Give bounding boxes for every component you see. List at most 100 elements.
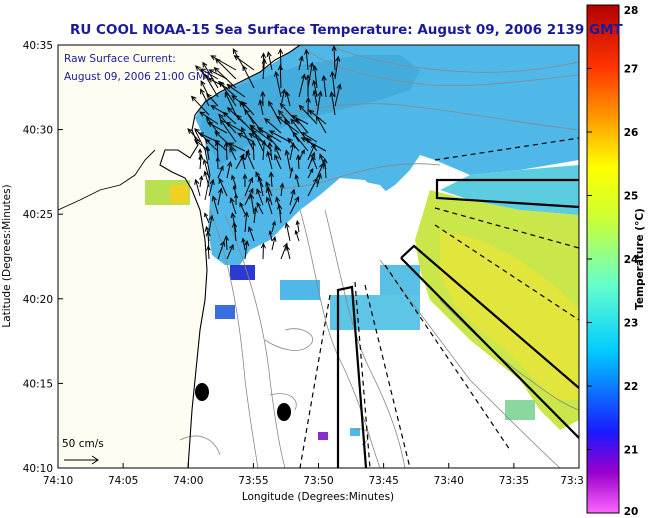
current-vector-head	[285, 91, 291, 98]
current-vector-head	[281, 88, 287, 95]
current-vector-head	[298, 55, 304, 62]
current-vector	[267, 151, 273, 170]
current-vector	[331, 71, 336, 98]
current-vector-head	[256, 201, 261, 208]
current-vector-head	[203, 73, 209, 80]
current-vector	[195, 65, 210, 80]
y-axis-label: Latitude (Degrees:Minutes)	[1, 184, 13, 327]
colorbar-tick-label: 21	[624, 445, 639, 457]
current-vector	[207, 122, 228, 134]
current-vector	[334, 84, 341, 107]
colorbar-tick-label: 26	[624, 127, 639, 139]
y-tick-label: 40:15	[23, 378, 53, 390]
x-tick-label: 73:45	[368, 475, 398, 487]
x-tick-label: 73:55	[238, 475, 268, 487]
current-vector	[233, 185, 237, 197]
current-vector-head	[266, 134, 273, 141]
current-vector-head	[242, 65, 248, 72]
current-vector	[237, 132, 255, 143]
current-vector-head	[231, 95, 238, 101]
current-vector-head	[219, 118, 226, 125]
current-vector-head	[214, 130, 221, 137]
inland-shoreline	[58, 149, 156, 211]
current-vector	[217, 241, 225, 260]
current-vector	[269, 142, 273, 161]
y-tick-label: 40:10	[23, 463, 53, 475]
current-vector	[226, 244, 234, 260]
current-vector-head	[261, 58, 267, 65]
current-vector	[212, 196, 219, 215]
current-vector-head	[234, 193, 239, 199]
current-vectors	[187, 45, 342, 260]
current-vector-head	[321, 74, 327, 81]
current-vector-head	[203, 170, 209, 177]
current-vector	[298, 74, 306, 98]
current-vector-head	[206, 122, 213, 128]
current-vector	[206, 93, 219, 107]
current-vector	[324, 158, 327, 179]
current-vector	[280, 243, 288, 260]
colorbar-tick-label: 22	[624, 381, 639, 393]
current-vector	[241, 127, 255, 152]
current-vector-head	[207, 77, 214, 83]
current-vector	[202, 62, 219, 89]
current-vector	[200, 89, 210, 107]
current-vector-head	[204, 225, 210, 232]
current-vector-head	[260, 90, 266, 97]
current-vector-head	[229, 197, 235, 204]
dashed-boundaries	[299, 137, 579, 468]
current-vector-head	[197, 132, 204, 138]
current-vector-head	[305, 96, 311, 103]
current-vector-head	[220, 240, 226, 247]
colorbar-ticks: 28 27 26 25 24 23 22 21 20	[587, 5, 638, 518]
current-vector-head	[211, 195, 217, 202]
current-vector	[285, 223, 291, 242]
current-vector-head	[279, 102, 286, 109]
current-vector	[244, 188, 254, 206]
current-vector-head	[219, 165, 224, 171]
y-tick-label: 40:20	[23, 294, 53, 306]
current-vector-head	[331, 45, 337, 52]
current-vector-head	[239, 201, 244, 208]
current-vector-head	[213, 66, 220, 73]
current-vector-head	[210, 55, 217, 61]
current-vector-head	[274, 145, 280, 152]
current-vector-head	[241, 101, 247, 107]
current-vector	[231, 175, 237, 188]
current-vector-head	[267, 141, 273, 148]
current-vector-head	[241, 237, 246, 243]
colorbar-tick-label: 28	[624, 5, 639, 17]
current-vector	[297, 155, 300, 170]
current-vector	[306, 138, 318, 152]
y-tick-label: 40:25	[23, 209, 53, 221]
current-vector-head	[247, 225, 253, 233]
current-vector-head	[210, 105, 217, 111]
current-vector-head	[227, 160, 233, 167]
current-vector	[257, 127, 282, 143]
current-vector-head	[274, 70, 280, 77]
marker	[195, 383, 209, 401]
current-vector	[265, 181, 273, 197]
current-vector	[204, 73, 219, 98]
current-vector	[199, 176, 203, 188]
page-title: RU COOL NOAA-15 Sea Surface Temperature:…	[70, 22, 623, 38]
current-vector	[204, 138, 219, 152]
current-vector-head	[228, 142, 235, 148]
x-tick-label: 74:10	[43, 475, 73, 487]
current-vector-head	[245, 150, 251, 157]
current-vector-head	[308, 61, 315, 68]
current-vector	[266, 197, 273, 215]
current-vector-head	[265, 186, 271, 193]
current-vector-head	[215, 156, 220, 162]
current-vector-head	[225, 121, 232, 127]
current-vector-head	[226, 106, 233, 113]
current-vector-head	[308, 109, 315, 116]
current-vector-head	[312, 89, 318, 96]
current-vector-head	[310, 151, 316, 158]
current-vector	[278, 204, 282, 224]
current-vector	[295, 230, 300, 242]
current-vector-head	[311, 79, 318, 86]
current-vector-head	[237, 132, 244, 138]
current-vector-head	[249, 193, 255, 200]
current-vector	[223, 112, 237, 125]
